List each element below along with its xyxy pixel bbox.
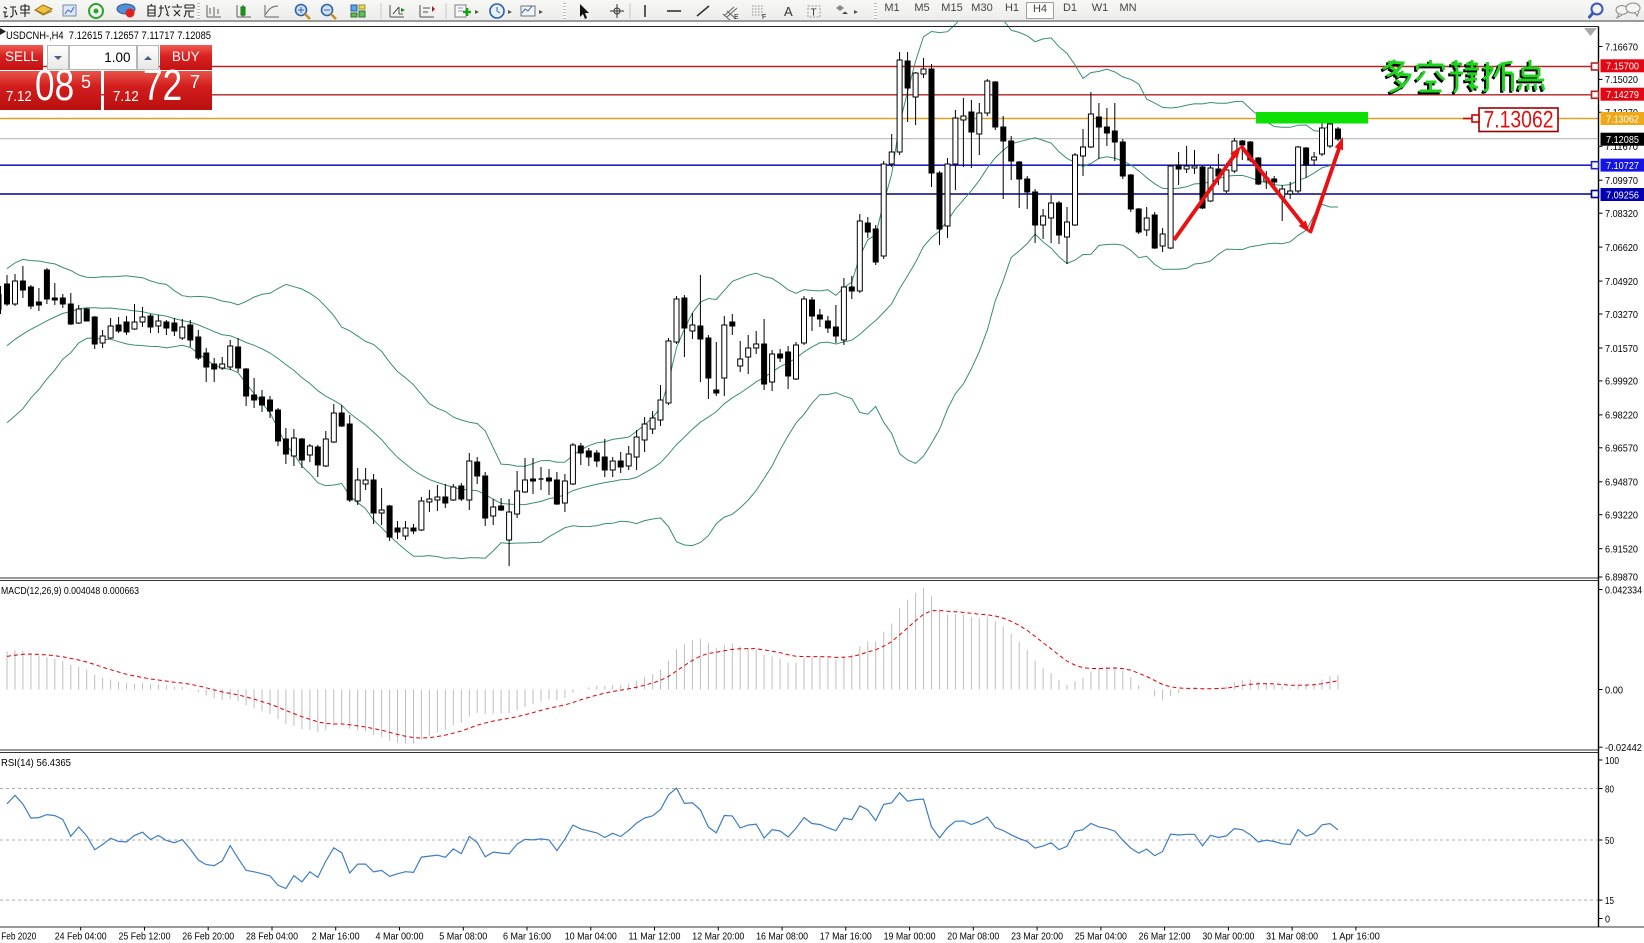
svg-text:7.03270: 7.03270 [1605, 309, 1638, 321]
svg-text:6.94870: 6.94870 [1605, 477, 1638, 489]
svg-text:25 Feb 12:00: 25 Feb 12:00 [119, 931, 171, 943]
svg-text:10 Mar 04:00: 10 Mar 04:00 [565, 931, 617, 943]
svg-text:6 Mar 16:00: 6 Mar 16:00 [503, 931, 551, 943]
svg-text:4 Mar 00:00: 4 Mar 00:00 [376, 931, 424, 943]
svg-text:MACD(12,26,9) 0.004048 0.00066: MACD(12,26,9) 0.004048 0.000663 [1, 585, 139, 597]
svg-text:12 Mar 20:00: 12 Mar 20:00 [692, 931, 744, 943]
svg-text:80: 80 [1605, 783, 1614, 795]
svg-text:7.06620: 7.06620 [1605, 242, 1638, 254]
svg-text:0: 0 [1605, 913, 1610, 925]
svg-text:11 Mar 12:00: 11 Mar 12:00 [629, 931, 681, 943]
svg-text:30 Mar 00:00: 30 Mar 00:00 [1202, 931, 1254, 943]
svg-text:23 Mar 20:00: 23 Mar 20:00 [1011, 931, 1063, 943]
svg-text:USDCNH-,H4 7.12615 7.12657 7.: USDCNH-,H4 7.12615 7.12657 7.11717 7.120… [6, 30, 211, 42]
svg-text:0.042334: 0.042334 [1605, 584, 1642, 596]
svg-text:7.15020: 7.15020 [1605, 74, 1638, 86]
svg-text:26 Feb 20:00: 26 Feb 20:00 [182, 931, 234, 943]
svg-text:Feb 2020: Feb 2020 [1, 931, 36, 943]
svg-text:6.89870: 6.89870 [1605, 572, 1638, 584]
svg-text:6.96570: 6.96570 [1605, 443, 1638, 455]
svg-text:6.99920: 6.99920 [1605, 376, 1638, 388]
svg-text:RSI(14) 56.4365: RSI(14) 56.4365 [1, 757, 71, 769]
svg-text:25 Mar 04:00: 25 Mar 04:00 [1075, 931, 1127, 943]
svg-text:7.09970: 7.09970 [1605, 175, 1638, 187]
svg-text:28 Feb 04:00: 28 Feb 04:00 [246, 931, 298, 943]
svg-text:7.13062: 7.13062 [1606, 113, 1639, 125]
svg-text:50: 50 [1605, 835, 1614, 847]
svg-text:19 Mar 00:00: 19 Mar 00:00 [884, 931, 936, 943]
svg-text:15: 15 [1605, 895, 1614, 907]
svg-text:7.14279: 7.14279 [1606, 89, 1639, 101]
svg-text:100: 100 [1605, 755, 1619, 767]
svg-text:0.00: 0.00 [1605, 684, 1623, 696]
svg-text:6.91520: 6.91520 [1605, 544, 1638, 556]
svg-text:E: E [734, 14, 739, 20]
svg-text:7.12085: 7.12085 [1606, 134, 1639, 146]
svg-text:7.01570: 7.01570 [1605, 343, 1638, 355]
svg-text:7.16670: 7.16670 [1605, 41, 1638, 53]
svg-text:7.09256: 7.09256 [1606, 189, 1639, 201]
svg-text:5 Mar 08:00: 5 Mar 08:00 [439, 931, 487, 943]
svg-text:6.93220: 6.93220 [1605, 510, 1638, 522]
svg-text:7.10727: 7.10727 [1606, 160, 1639, 172]
svg-text:2 Mar 16:00: 2 Mar 16:00 [312, 931, 360, 943]
svg-text:A: A [784, 4, 793, 19]
svg-text:26 Mar 12:00: 26 Mar 12:00 [1139, 931, 1191, 943]
svg-text:16 Mar 08:00: 16 Mar 08:00 [756, 931, 808, 943]
svg-text:-0.02442: -0.02442 [1605, 742, 1642, 754]
svg-text:1 Apr 16:00: 1 Apr 16:00 [1332, 931, 1380, 943]
svg-text:31 Mar 08:00: 31 Mar 08:00 [1266, 931, 1318, 943]
svg-text:7.08320: 7.08320 [1605, 208, 1638, 220]
svg-text:F: F [762, 14, 766, 20]
svg-text:T: T [811, 8, 817, 19]
svg-text:7.15700: 7.15700 [1606, 61, 1639, 73]
svg-text:7.04920: 7.04920 [1605, 276, 1638, 288]
svg-text:17 Mar 16:00: 17 Mar 16:00 [820, 931, 872, 943]
svg-text:20 Mar 08:00: 20 Mar 08:00 [947, 931, 999, 943]
svg-text:24 Feb 04:00: 24 Feb 04:00 [55, 931, 107, 943]
svg-text:6.98220: 6.98220 [1605, 410, 1638, 422]
svg-text:7.13062: 7.13062 [1484, 107, 1554, 134]
